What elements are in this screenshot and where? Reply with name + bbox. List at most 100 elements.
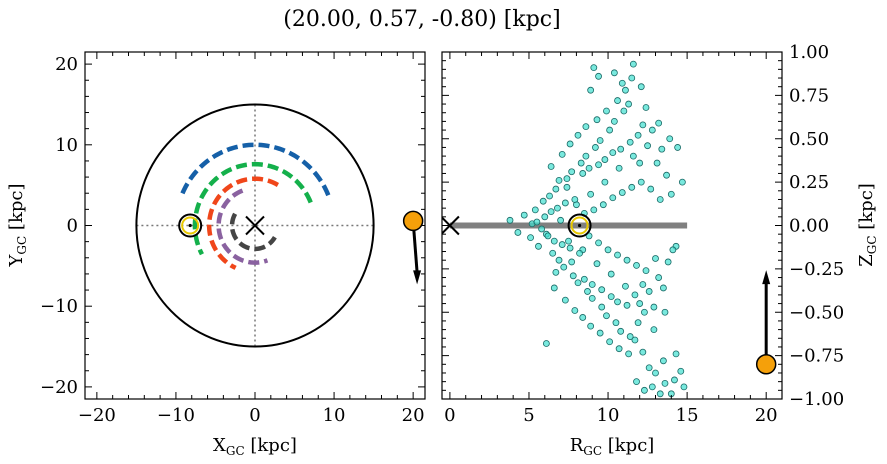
star-points [506,60,688,398]
figure-title: (20.00, 0.57, -0.80) [kpc] [283,7,560,32]
star-point [633,378,640,386]
star-point [625,100,633,108]
star-point [644,142,651,150]
star-point [531,206,539,214]
star-point [631,336,639,344]
star-point [576,249,583,257]
star-point [655,119,663,127]
star-point [622,86,629,94]
star-point [584,288,591,295]
star-point [623,301,631,309]
star-point [547,163,555,170]
star-point [590,64,598,72]
star-point [585,164,593,172]
star-point [598,286,606,294]
star-point [539,197,547,205]
star-point [620,107,628,115]
star-point [666,135,674,143]
star-point [629,60,637,68]
sun-rz-gold-ring [570,216,589,235]
star-point [664,258,672,266]
right-xtick-label: 10 [597,405,620,426]
right-ytick-label: −0.50 [789,302,844,323]
star-point [617,145,625,153]
star-point [596,329,604,337]
star-point [557,216,565,224]
star-point [669,246,677,254]
star-point [542,340,550,347]
sun-marker [178,213,203,238]
star-point [626,333,634,340]
star-point [601,156,609,163]
star-point [636,159,644,167]
star-point [569,272,577,280]
star-point [550,237,558,245]
star-point [645,288,653,295]
right-y-axis-label: ZGC [kpc] [856,183,879,267]
star-point [641,308,648,316]
left-x-axis-label: XGC [kpc] [213,435,297,458]
star-point [582,152,590,160]
star-point [648,126,656,134]
left-ytick-label: 0 [67,216,78,237]
right-ytick-label: 1.00 [789,42,829,63]
star-point [579,170,587,177]
star-point [623,256,631,264]
star-point [652,255,659,262]
star-point [637,83,645,91]
star-point [659,284,667,292]
star-point [595,72,602,80]
target-rz-marker [755,354,777,375]
star-point [546,192,553,200]
star-point [554,204,561,212]
left-xtick-label: −20 [78,405,116,426]
right-xtick-label: 15 [676,405,699,426]
star-point [563,183,571,191]
star-point [609,194,617,202]
star-point [580,275,588,283]
star-point [593,260,601,268]
star-point [648,383,656,391]
star-point [642,104,650,111]
star-point [610,118,618,125]
star-point [634,319,642,327]
target-velocity-arrow-head [413,270,422,285]
star-point [506,216,514,224]
star-point [614,97,621,104]
star-point [637,178,645,186]
star-point [661,379,669,387]
right-xtick-label: 0 [444,405,455,426]
star-point [633,262,640,269]
star-point [604,246,612,254]
left-ytick-label: 10 [55,135,78,156]
star-point [552,268,560,276]
galactic-center-rz-stroke-2 [442,215,460,235]
star-point [558,241,566,248]
star-point [642,267,650,275]
star-point [587,190,595,198]
left-xtick-label: 0 [249,405,260,426]
target-marker [402,210,424,232]
star-point [535,242,542,250]
star-point [629,152,637,160]
right-ytick-label: 0.00 [789,216,829,237]
star-point [563,175,571,183]
star-point [612,319,620,327]
star-point [595,239,602,247]
star-point [650,326,658,334]
target-rz-arrow-head [762,270,771,285]
star-point [659,357,667,365]
star-point [574,131,582,139]
star-point [658,145,666,153]
left-ytick-label: −10 [40,296,78,317]
star-point [571,307,579,314]
star-point [639,281,647,288]
left-xtick-label: 10 [323,405,346,426]
star-point [614,298,621,306]
star-point [655,274,663,281]
star-point [625,350,633,358]
right-ytick-label: −0.75 [789,346,844,367]
star-point [566,244,574,252]
star-point [571,196,579,203]
